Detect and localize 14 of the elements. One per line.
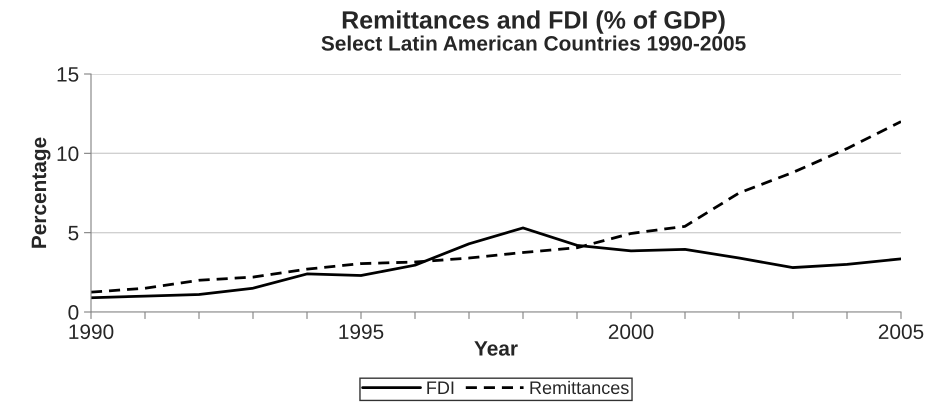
y-axis-title: Percentage [32,138,50,248]
y-tick-label: 10 [58,146,78,162]
chart-subtitle: Select Latin American Countries 1990-2005 [321,35,746,51]
y-tick-label: 0 [68,305,78,320]
x-tick-label: 1990 [69,324,114,340]
legend-label: FDI [427,382,454,394]
y-tick-label: 15 [58,67,78,82]
legend-label: Remittances [530,380,629,394]
chart-title: Remittances and FDI (% of GDP) [342,10,725,34]
x-tick-label: 2005 [878,324,924,340]
x-axis-title: Year [474,341,518,356]
x-tick-label: 1995 [339,324,384,340]
y-tick-label: 5 [68,226,78,240]
x-tick-label: 2000 [608,324,654,340]
